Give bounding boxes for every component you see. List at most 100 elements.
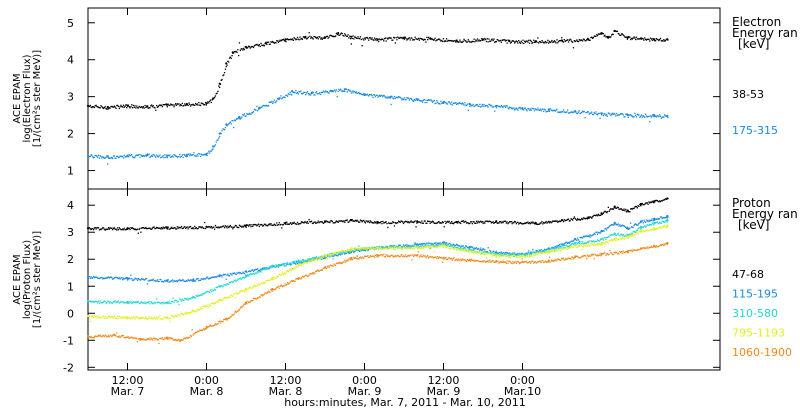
data-point (611, 208, 613, 210)
data-point (536, 251, 538, 253)
data-point (482, 253, 484, 255)
data-point (270, 267, 272, 269)
data-point (419, 37, 421, 40)
data-point (219, 86, 221, 89)
data-point (200, 227, 202, 229)
data-point (204, 104, 206, 106)
data-point (162, 155, 164, 157)
y-axis-title-line: ACE EPAM (12, 73, 23, 123)
data-point (195, 278, 197, 280)
data-point (115, 107, 117, 109)
data-point (97, 302, 99, 304)
data-point (649, 40, 651, 42)
data-point (255, 44, 257, 46)
data-point (434, 103, 436, 105)
data-point (328, 254, 330, 256)
data-point (528, 254, 530, 256)
data-point (131, 302, 134, 304)
data-point (265, 224, 267, 227)
data-point (322, 267, 324, 269)
data-point (653, 224, 655, 226)
data-point (461, 259, 463, 262)
data-point (162, 303, 164, 305)
data-point (511, 40, 513, 42)
data-point (160, 318, 162, 320)
data-point (466, 41, 469, 43)
data-point (485, 256, 488, 259)
data-point (359, 257, 361, 259)
data-point (472, 103, 474, 106)
data-point (95, 104, 97, 106)
data-point (243, 276, 245, 279)
data-point (364, 249, 366, 251)
data-point (538, 260, 541, 263)
data-point (630, 234, 632, 237)
data-point (538, 223, 540, 225)
data-point (164, 279, 166, 282)
data-point (182, 227, 184, 229)
data-point (301, 92, 303, 95)
data-point (305, 274, 307, 276)
data-point (137, 317, 139, 320)
data-point (93, 337, 95, 339)
data-point (615, 113, 618, 115)
data-point (656, 38, 658, 41)
data-point (403, 247, 406, 249)
data-point (438, 245, 440, 247)
data-point (426, 222, 428, 224)
data-point (216, 286, 218, 289)
data-point (402, 255, 405, 257)
data-point (384, 221, 386, 223)
data-point (487, 221, 489, 223)
data-point (596, 231, 598, 233)
data-point (143, 317, 145, 320)
data-point (545, 220, 547, 223)
data-point (90, 228, 92, 231)
data-point (494, 221, 496, 224)
data-point (112, 228, 114, 231)
data-point (347, 249, 349, 251)
data-point (119, 278, 121, 280)
data-point (289, 268, 291, 270)
data-point (293, 37, 295, 39)
data-point (509, 252, 511, 254)
data-point (107, 228, 109, 230)
data-point (283, 96, 285, 98)
data-point (383, 253, 385, 255)
data-point (395, 246, 397, 248)
data-point (190, 279, 193, 281)
data-point (340, 252, 343, 254)
data-point (567, 242, 569, 244)
data-point (566, 39, 568, 41)
data-point (300, 222, 302, 224)
data-point (528, 249, 530, 252)
data-point (354, 92, 357, 94)
data-point (93, 156, 96, 158)
data-point (102, 156, 105, 159)
data-point (424, 220, 426, 222)
data-point (632, 37, 634, 39)
data-point (607, 206, 609, 208)
data-point (102, 315, 105, 317)
data-point (502, 254, 504, 256)
data-point (271, 100, 273, 103)
data-point (391, 245, 393, 247)
data-point (330, 90, 333, 93)
data-point (357, 257, 359, 260)
data-point (645, 202, 647, 204)
data-point (304, 35, 307, 38)
data-point (465, 220, 467, 223)
data-point (544, 109, 546, 111)
data-point (383, 248, 385, 250)
data-point (200, 293, 202, 295)
data-point (170, 303, 172, 305)
data-point (606, 36, 608, 38)
data-point (320, 37, 323, 39)
data-point (528, 222, 531, 224)
data-point (100, 302, 102, 304)
data-point (630, 208, 633, 210)
data-point (137, 278, 139, 280)
data-point (309, 259, 311, 261)
data-point (528, 108, 530, 110)
data-point (262, 267, 264, 269)
